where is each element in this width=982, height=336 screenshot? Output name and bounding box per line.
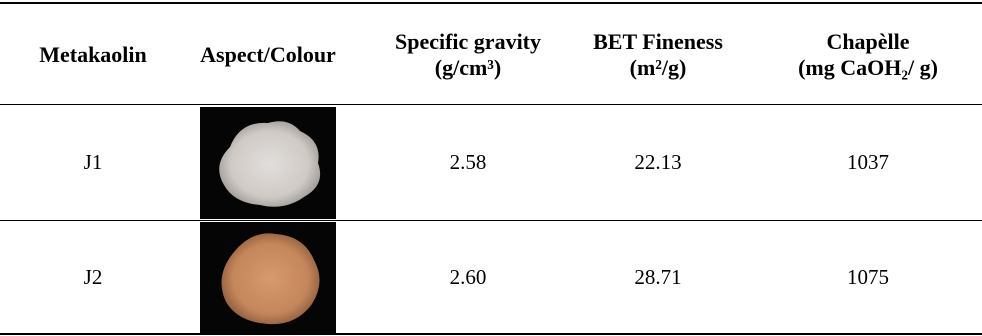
header-text: Chapèlle xyxy=(758,29,978,55)
header-text: Specific gravity xyxy=(358,29,578,55)
header-cell: Aspect/Colour xyxy=(158,42,378,68)
header-cell: BET Fineness(m²/g) xyxy=(548,29,768,81)
top-rule xyxy=(0,2,982,4)
chapelle-cell: 1037 xyxy=(768,150,968,175)
specific-gravity-cell: 2.58 xyxy=(368,150,568,175)
bet-fineness-cell: 28.71 xyxy=(558,265,758,290)
specific-gravity-cell: 2.60 xyxy=(368,265,568,290)
header-text: (m²/g) xyxy=(548,55,768,81)
metakaolin-cell: J1 xyxy=(0,150,193,175)
chapelle-cell: 1075 xyxy=(768,265,968,290)
sample-photo-j2 xyxy=(200,222,336,334)
metakaolin-cell: J2 xyxy=(0,265,193,290)
header-text: BET Fineness xyxy=(548,29,768,55)
header-cell: Chapèlle(mg CaOH₂/ g) xyxy=(758,29,978,81)
header-cell: Specific gravity(g/cm³) xyxy=(358,29,578,81)
sample-photo-j1 xyxy=(200,107,336,219)
header-text: Aspect/Colour xyxy=(158,42,378,68)
bottom-rule xyxy=(0,333,982,335)
bet-fineness-cell: 22.13 xyxy=(558,150,758,175)
row-rule xyxy=(0,220,982,221)
header-text: (g/cm³) xyxy=(358,55,578,81)
header-text: (mg CaOH₂/ g) xyxy=(758,55,978,81)
page: MetakaolinAspect/ColourSpecific gravity(… xyxy=(0,0,982,336)
header-rule xyxy=(0,104,982,105)
